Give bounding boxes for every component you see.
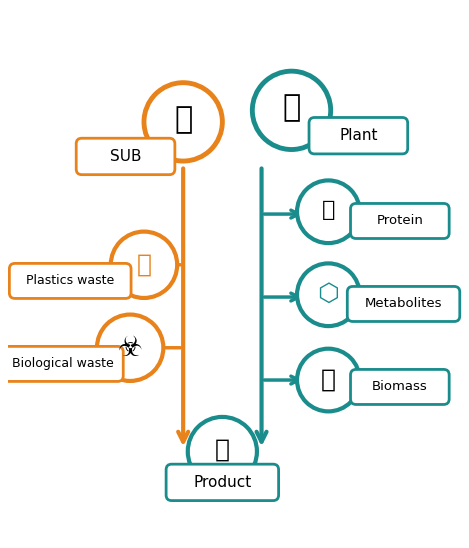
- FancyBboxPatch shape: [166, 464, 279, 500]
- Text: 🧪: 🧪: [174, 105, 192, 134]
- Circle shape: [97, 315, 163, 381]
- Text: 🔬: 🔬: [322, 201, 335, 220]
- Text: ⬡: ⬡: [318, 281, 340, 305]
- FancyBboxPatch shape: [350, 369, 449, 404]
- Text: Product: Product: [193, 475, 251, 490]
- Text: SUB: SUB: [110, 149, 141, 164]
- Text: 🗑: 🗑: [136, 253, 151, 277]
- FancyBboxPatch shape: [350, 203, 449, 238]
- Circle shape: [188, 417, 257, 486]
- Circle shape: [252, 71, 331, 150]
- Text: 🌿: 🌿: [282, 94, 301, 123]
- Text: Plastics waste: Plastics waste: [26, 275, 114, 287]
- Text: Plant: Plant: [339, 128, 378, 143]
- FancyBboxPatch shape: [1, 346, 123, 381]
- Circle shape: [144, 83, 222, 161]
- FancyBboxPatch shape: [309, 117, 408, 154]
- Text: Biomass: Biomass: [372, 380, 428, 393]
- Text: 🍃: 🍃: [321, 367, 336, 391]
- Text: Metabolites: Metabolites: [365, 298, 442, 311]
- Circle shape: [111, 232, 177, 298]
- Text: ☣: ☣: [118, 334, 143, 362]
- Text: Protein: Protein: [377, 214, 424, 227]
- FancyBboxPatch shape: [76, 138, 175, 175]
- Text: 🧬: 🧬: [215, 438, 230, 462]
- FancyBboxPatch shape: [9, 264, 131, 299]
- FancyBboxPatch shape: [347, 287, 460, 322]
- Text: Biological waste: Biological waste: [12, 357, 113, 370]
- Circle shape: [297, 349, 360, 412]
- Circle shape: [297, 180, 360, 243]
- Circle shape: [297, 264, 360, 326]
